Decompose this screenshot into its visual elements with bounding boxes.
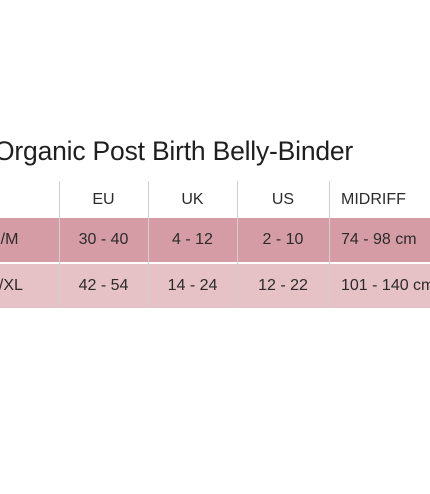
eu-cell: 30 - 40	[78, 231, 129, 248]
table-row: S/M 30 - 40 4 - 12 2 - 10 74 - 98 cm	[0, 218, 430, 262]
us-cell: 2 - 10	[262, 231, 304, 248]
uk-cell: 14 - 24	[167, 277, 218, 294]
size-cell: L/XL	[0, 277, 23, 294]
header-eu: EU	[92, 190, 115, 208]
midriff-cell: 74 - 98 cm	[341, 231, 417, 248]
table-row: L/XL 42 - 54 14 - 24 12 - 22 101 - 140 c…	[0, 264, 430, 308]
eu-cell: 42 - 54	[78, 277, 129, 294]
uk-cell: 4 - 12	[172, 231, 213, 248]
table-header-row: EU UK US MIDRIFF	[0, 181, 430, 218]
grid-line	[59, 181, 60, 308]
grid-line	[148, 181, 149, 308]
chart-title: Organic Post Birth Belly-Binder	[0, 136, 354, 166]
header-us: US	[271, 190, 295, 208]
us-cell: 12 - 22	[258, 277, 308, 294]
midriff-cell: 101 - 140 cm	[341, 277, 430, 294]
header-uk: UK	[181, 190, 204, 208]
header-midriff: MIDRIFF	[341, 190, 406, 208]
size-cell: S/M	[0, 231, 19, 248]
header-size	[0, 181, 58, 218]
grid-line	[329, 181, 330, 308]
grid-line	[237, 181, 238, 308]
